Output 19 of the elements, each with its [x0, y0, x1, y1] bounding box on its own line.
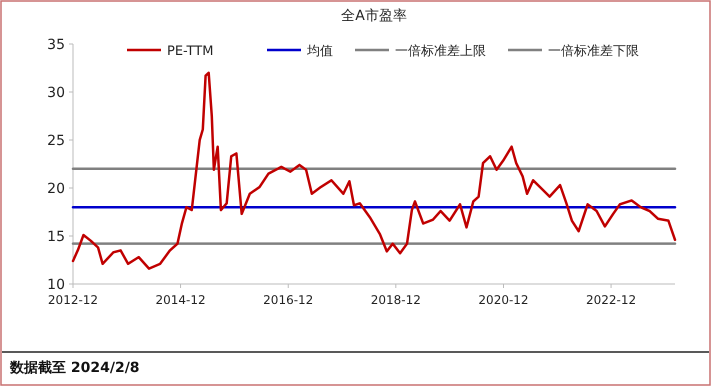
x-tick-label: 2014-12	[155, 293, 206, 307]
y-tick-label: 25	[47, 133, 65, 149]
legend-label: 均值	[306, 44, 333, 59]
x-tick-label: 2022-12	[586, 293, 636, 307]
y-tick-label: 20	[47, 181, 65, 197]
y-tick-label: 10	[47, 277, 65, 293]
text: 数据截至 2024/2/8	[9, 360, 140, 376]
legend-label: 一倍标准差上限	[395, 44, 486, 59]
x-tick-label: 2020-12	[478, 293, 529, 307]
legend-label: 一倍标准差下限	[548, 44, 639, 59]
y-tick-label: 35	[47, 37, 65, 53]
line-series	[72, 72, 676, 270]
legend-label: PE-TTM	[167, 44, 214, 59]
y-tick-label: 30	[47, 85, 65, 101]
y-tick-label: 15	[47, 229, 65, 245]
x-tick-label: 2018-12	[370, 293, 421, 307]
x-tick-label: 2016-12	[263, 293, 314, 307]
chart-title: 全A市盈率	[341, 8, 407, 24]
x-tick-label: 2012-12	[48, 293, 98, 307]
